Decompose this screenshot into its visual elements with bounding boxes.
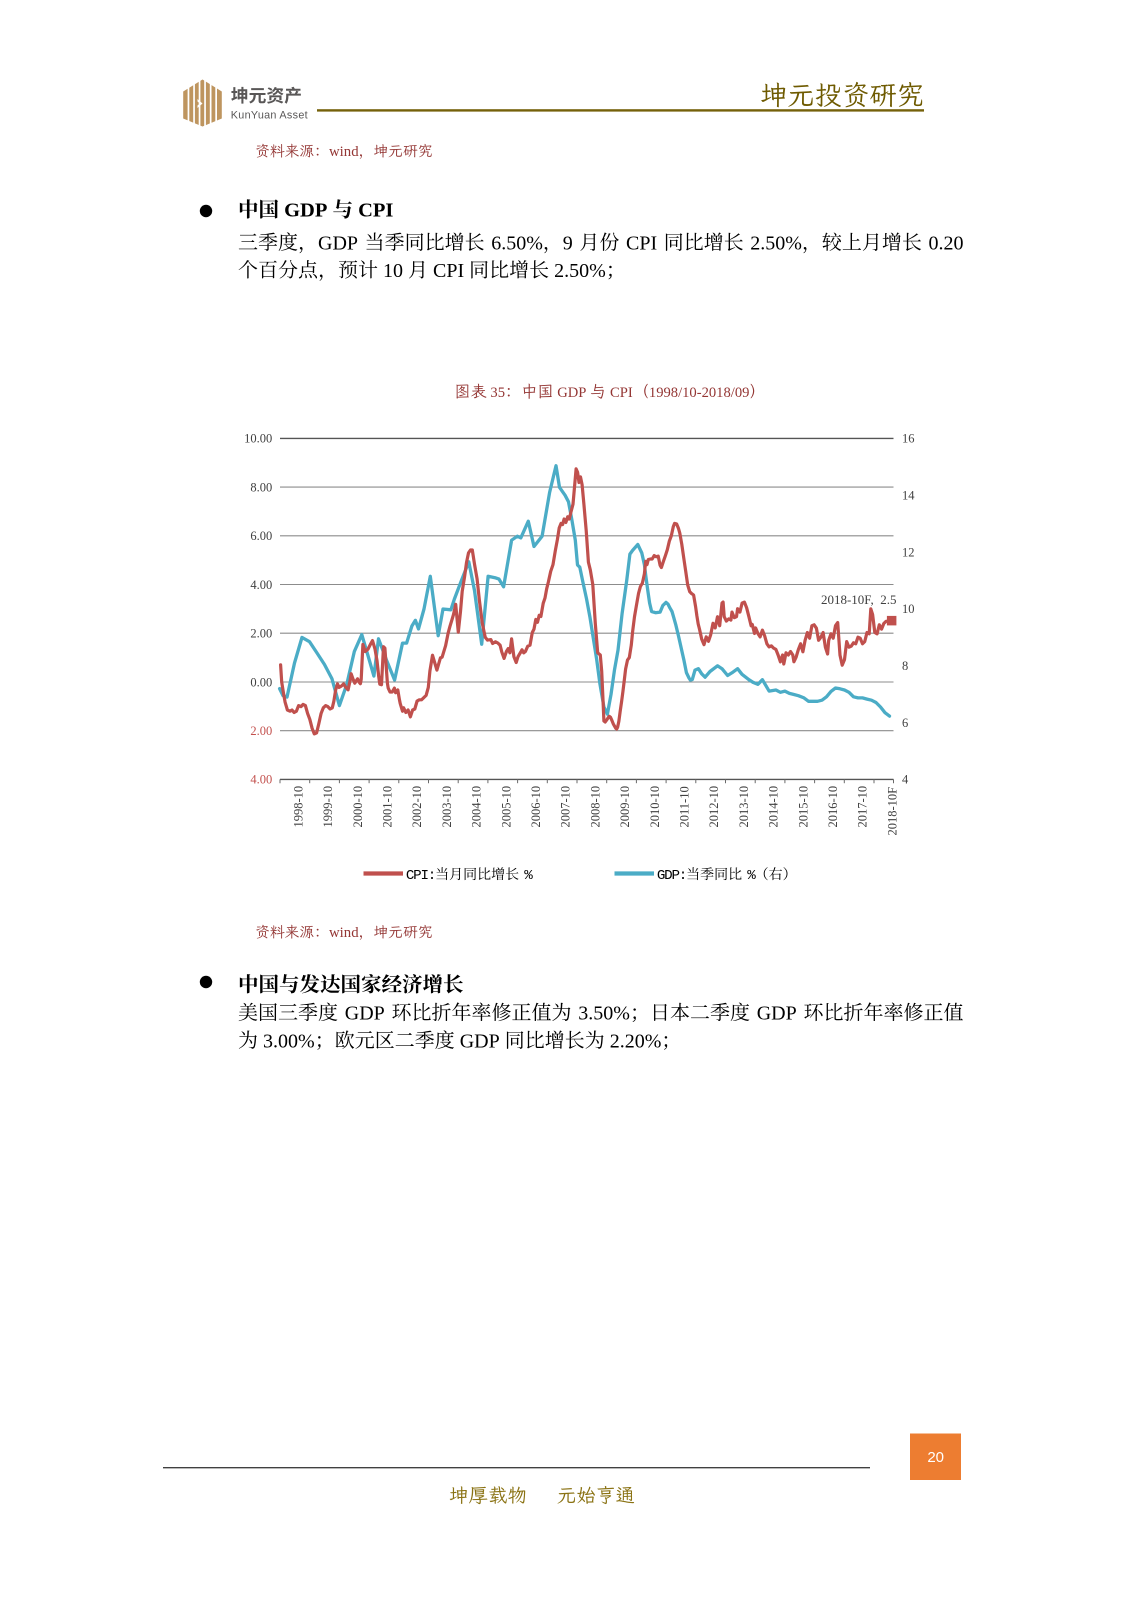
svg-text:14: 14 (902, 489, 915, 503)
svg-text:2010-10: 2010-10 (648, 786, 662, 828)
svg-text:16: 16 (902, 432, 915, 446)
svg-text:2001-10: 2001-10 (381, 786, 395, 828)
svg-text:6.00: 6.00 (250, 529, 272, 543)
svg-text:2009-10: 2009-10 (618, 786, 632, 828)
svg-text:GDP: GDP (345, 1003, 385, 1025)
svg-text:4: 4 (902, 773, 909, 787)
svg-text:2000-10: 2000-10 (351, 786, 365, 828)
svg-text:8.00: 8.00 (250, 480, 272, 494)
svg-text:10: 10 (902, 602, 915, 616)
svg-text:12: 12 (902, 545, 915, 559)
svg-text:2018-10F, 2.5: 2018-10F, 2.5 (821, 592, 897, 607)
svg-text:1998-10: 1998-10 (291, 786, 305, 828)
svg-text:0.00: 0.00 (250, 675, 272, 689)
svg-text:2.50%: 2.50% (750, 232, 802, 254)
svg-text:2014-10: 2014-10 (767, 786, 781, 828)
svg-text:CPI:: CPI: (406, 868, 435, 884)
svg-text:2016-10: 2016-10 (826, 786, 840, 828)
svg-text:GDP: GDP (557, 385, 586, 401)
svg-text:GDP: GDP (757, 1003, 797, 1025)
svg-text:2018-10F: 2018-10F (886, 787, 900, 836)
svg-text:2007-10: 2007-10 (559, 786, 573, 828)
svg-text:4.00: 4.00 (250, 773, 272, 787)
svg-text:2.50%: 2.50% (554, 260, 606, 282)
svg-text:CPI: CPI (433, 260, 464, 282)
svg-text:2012-10: 2012-10 (707, 786, 721, 828)
svg-text:4.00: 4.00 (250, 578, 272, 592)
svg-text:2006-10: 2006-10 (529, 786, 543, 828)
svg-text:2011-10: 2011-10 (678, 786, 692, 827)
svg-text:2015-10: 2015-10 (796, 786, 810, 828)
svg-text:0.20: 0.20 (929, 232, 964, 254)
svg-text:GDP: GDP (284, 200, 327, 222)
svg-text:2003-10: 2003-10 (440, 786, 454, 828)
svg-text:2.00: 2.00 (250, 627, 272, 641)
svg-text:CPI: CPI (626, 232, 657, 254)
svg-text:2008-10: 2008-10 (588, 786, 602, 828)
svg-text:6.50%: 6.50% (491, 232, 543, 254)
svg-text:wind: wind (329, 925, 359, 941)
svg-text:KunYuan Asset: KunYuan Asset (231, 110, 308, 122)
svg-text:GDP:: GDP: (657, 868, 686, 884)
svg-text:2.20%: 2.20% (610, 1030, 662, 1052)
svg-text:%: % (747, 868, 756, 884)
svg-text:1998/10-2018/09: 1998/10-2018/09 (649, 385, 750, 401)
svg-text:CPI: CPI (610, 385, 633, 401)
svg-text:9: 9 (563, 232, 573, 254)
svg-text:6: 6 (902, 716, 908, 730)
svg-text:3.50%: 3.50% (578, 1003, 630, 1025)
svg-text:2004-10: 2004-10 (470, 786, 484, 828)
svg-text:GDP: GDP (460, 1030, 500, 1052)
svg-text:%: % (524, 868, 533, 884)
svg-text:2.00: 2.00 (250, 724, 272, 738)
svg-text:2005-10: 2005-10 (499, 786, 513, 828)
svg-text:10: 10 (383, 260, 403, 282)
svg-text:CPI: CPI (358, 200, 393, 222)
svg-text:8: 8 (902, 659, 908, 673)
svg-text:10.00: 10.00 (244, 432, 272, 446)
svg-text:2002-10: 2002-10 (410, 786, 424, 828)
svg-text:wind: wind (329, 144, 359, 160)
svg-text:20: 20 (927, 1449, 944, 1466)
svg-text:1999-10: 1999-10 (321, 786, 335, 828)
svg-text:2017-10: 2017-10 (856, 786, 870, 828)
svg-text:35: 35 (490, 385, 505, 401)
svg-text:3.00%: 3.00% (263, 1030, 315, 1052)
svg-text:2013-10: 2013-10 (737, 786, 751, 828)
svg-text:GDP: GDP (318, 232, 358, 254)
